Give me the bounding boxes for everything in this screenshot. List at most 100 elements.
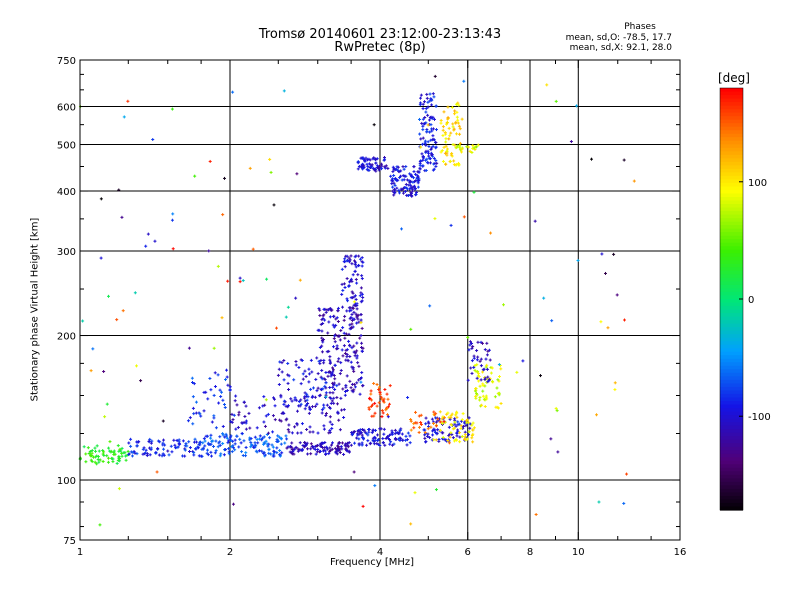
data-point — [368, 442, 372, 446]
data-point — [477, 379, 481, 383]
colorbar-segment — [720, 133, 743, 138]
data-point — [301, 444, 305, 448]
data-point — [358, 336, 362, 340]
data-point — [327, 405, 331, 409]
colorbar-segment — [720, 309, 743, 314]
data-point — [303, 391, 307, 395]
data-point — [175, 438, 179, 442]
data-point — [84, 460, 88, 464]
data-point — [322, 427, 326, 431]
data-point — [321, 317, 325, 321]
data-point — [240, 431, 244, 435]
colorbar-segment — [720, 355, 743, 360]
data-point — [290, 446, 294, 450]
data-point — [113, 452, 117, 456]
data-point — [360, 349, 364, 353]
data-point — [456, 121, 460, 125]
colorbar-segment — [720, 351, 743, 356]
data-point — [212, 346, 216, 350]
colorbar-segment — [720, 119, 743, 124]
data-point — [437, 437, 441, 441]
data-point — [336, 410, 340, 414]
data-point — [137, 440, 141, 444]
data-point — [191, 395, 195, 399]
data-point — [442, 145, 446, 149]
colorbar-segment — [720, 263, 743, 268]
data-point — [209, 433, 213, 437]
data-point — [475, 349, 479, 353]
data-point — [353, 262, 357, 266]
data-point — [356, 167, 360, 171]
data-point — [322, 358, 326, 362]
data-point — [470, 341, 474, 345]
data-point — [285, 437, 289, 441]
data-point — [348, 258, 352, 262]
colorbar-segment — [720, 320, 743, 325]
data-point — [458, 440, 462, 444]
data-points — [78, 74, 636, 527]
data-point — [309, 387, 313, 391]
data-point — [438, 420, 442, 424]
data-point — [347, 256, 351, 260]
data-point — [434, 145, 438, 149]
y-tick-label: 750 — [57, 56, 76, 67]
data-point — [343, 257, 347, 261]
data-point — [622, 158, 626, 162]
data-point — [269, 452, 273, 456]
data-point — [224, 432, 228, 436]
data-point — [344, 348, 348, 352]
data-point — [432, 167, 436, 171]
data-point — [337, 334, 341, 338]
data-point — [311, 394, 315, 398]
data-point — [360, 326, 364, 330]
data-point — [434, 159, 438, 163]
data-point — [454, 132, 458, 136]
data-point — [471, 440, 475, 444]
data-point — [441, 431, 445, 435]
data-point — [487, 348, 491, 352]
data-point — [231, 418, 235, 422]
data-point — [460, 434, 464, 438]
data-point — [339, 368, 343, 372]
chart-title: Tromsø 20140601 23:12:00-23:13:43 — [258, 27, 502, 42]
y-tick-label: 75 — [63, 536, 76, 547]
data-point — [360, 433, 364, 437]
data-point — [421, 136, 425, 140]
data-point — [231, 439, 235, 443]
data-point — [336, 449, 340, 453]
data-point — [534, 512, 538, 516]
data-point — [226, 383, 230, 387]
data-point — [470, 346, 474, 350]
data-point — [207, 249, 211, 253]
colorbar-segment — [720, 481, 743, 486]
data-point — [355, 349, 359, 353]
data-point — [225, 368, 229, 372]
colorbar-segment — [720, 116, 743, 121]
colorbar-segment — [720, 291, 743, 297]
data-point — [359, 156, 363, 160]
data-point — [369, 389, 373, 393]
data-point — [468, 422, 472, 426]
data-point — [466, 335, 470, 339]
data-point — [450, 412, 454, 416]
data-point — [356, 160, 360, 164]
data-point — [279, 393, 283, 397]
data-point — [334, 451, 338, 455]
data-point — [208, 159, 212, 163]
data-point — [433, 74, 437, 78]
data-point — [347, 260, 351, 264]
data-point — [268, 157, 272, 161]
data-point — [441, 435, 445, 439]
data-point — [481, 394, 485, 398]
data-point — [341, 354, 345, 358]
data-point — [457, 103, 461, 107]
data-point — [320, 368, 324, 372]
data-point — [450, 433, 454, 437]
data-point — [219, 452, 223, 456]
data-point — [303, 395, 307, 399]
data-point — [434, 424, 438, 428]
data-point — [294, 445, 298, 449]
data-point — [217, 401, 221, 405]
data-point — [473, 364, 477, 368]
